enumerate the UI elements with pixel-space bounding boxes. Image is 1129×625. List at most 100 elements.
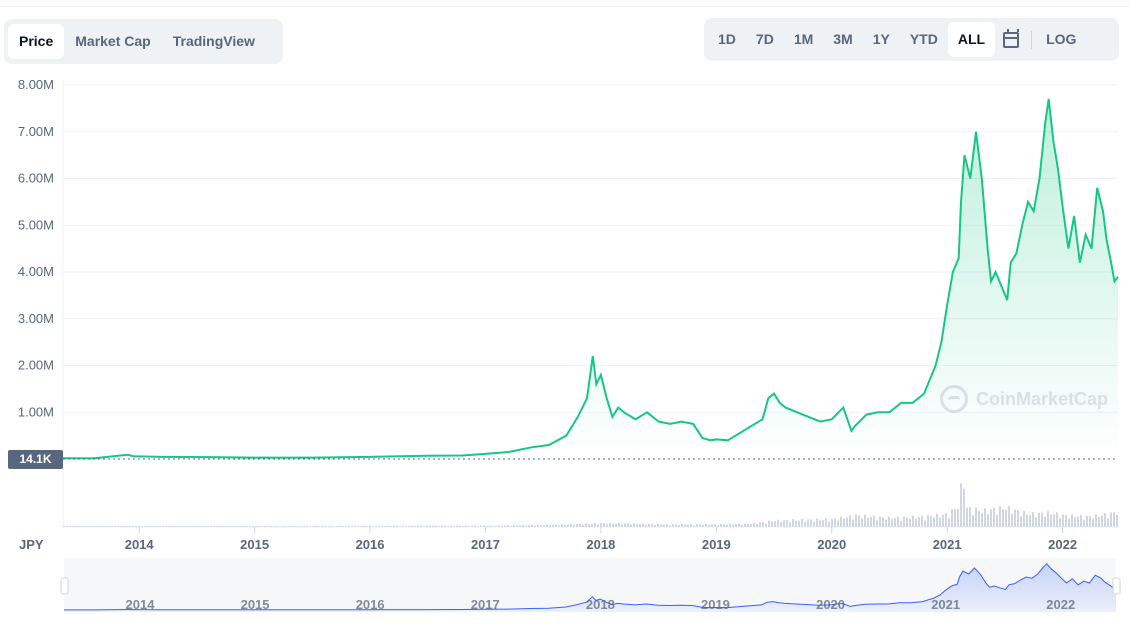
volume-bar: [147, 526, 149, 527]
volume-bar: [138, 526, 140, 527]
volume-bar: [1080, 515, 1082, 527]
watermark: CoinMarketCap: [940, 385, 1108, 413]
volume-bar: [402, 525, 404, 527]
range-1y-button[interactable]: 1Y: [872, 31, 890, 47]
range-1d-button[interactable]: 1D: [718, 31, 736, 47]
volume-bar: [492, 525, 494, 527]
volume-bar: [303, 526, 305, 527]
volume-bar: [696, 524, 698, 527]
volume-bar: [978, 510, 980, 527]
volume-bar: [525, 525, 527, 527]
volume-bar: [555, 524, 557, 527]
range-7d-button[interactable]: 7D: [755, 31, 774, 47]
volume-bar: [981, 512, 983, 527]
calendar-icon[interactable]: [1003, 28, 1020, 48]
volume-bar: [807, 519, 809, 527]
volume-bar: [921, 515, 923, 527]
navigator-area: [64, 563, 1116, 612]
volume-bar: [1038, 512, 1040, 527]
volume-bars: [63, 483, 1118, 527]
navigator-right-handle[interactable]: [1112, 577, 1121, 595]
volume-bar: [639, 524, 641, 527]
volume-bar: [198, 526, 200, 527]
volume-bar: [585, 523, 587, 527]
volume-bar: [558, 525, 560, 527]
volume-bar: [936, 513, 938, 527]
volume-bar: [795, 520, 797, 527]
volume-bar: [564, 524, 566, 527]
volume-bar: [516, 525, 518, 527]
volume-bar: [306, 525, 308, 527]
volume-bar: [360, 525, 362, 527]
volume-bar: [87, 526, 89, 527]
volume-bar: [294, 526, 296, 527]
volume-bar: [66, 526, 68, 527]
volume-bar: [816, 518, 818, 527]
volume-bar: [633, 523, 635, 527]
volume-bar: [270, 526, 272, 527]
range-1m-button[interactable]: 1M: [793, 31, 814, 47]
volume-bar: [693, 525, 695, 527]
range-ytd-button[interactable]: YTD: [909, 31, 938, 47]
volume-bar: [618, 523, 620, 527]
volume-bar: [165, 526, 167, 527]
navigator-tick-label: 2017: [471, 597, 500, 612]
volume-bar: [552, 524, 554, 527]
volume-bar: [1011, 513, 1013, 527]
volume-bar: [72, 526, 74, 527]
volume-bar: [348, 525, 350, 527]
volume-bar: [123, 526, 125, 527]
volume-bar: [732, 524, 734, 527]
volume-bar: [417, 525, 419, 527]
volume-bar: [588, 524, 590, 527]
volume-bar: [78, 526, 80, 527]
volume-bar: [300, 525, 302, 527]
volume-bar: [168, 526, 170, 527]
volume-bar: [723, 524, 725, 527]
volume-bar: [216, 526, 218, 527]
volume-bar: [987, 513, 989, 527]
range-all-button[interactable]: ALL: [947, 22, 996, 57]
volume-bar: [378, 525, 380, 527]
volume-bar: [759, 522, 761, 527]
x-tick-label: 2020: [817, 537, 846, 552]
volume-bar: [960, 483, 962, 527]
volume-bar: [711, 524, 713, 527]
volume-bar: [486, 526, 488, 527]
y-tick-label: 6.00M: [18, 171, 54, 186]
volume-bar: [96, 526, 98, 527]
volume-bar: [372, 525, 374, 527]
volume-bar: [888, 516, 890, 527]
tab-market-cap[interactable]: Market Cap: [75, 33, 151, 49]
volume-bar: [720, 524, 722, 527]
volume-bar: [264, 526, 266, 527]
volume-bar: [339, 525, 341, 527]
range-3m-button[interactable]: 3M: [833, 31, 853, 47]
current-price-badge: 14.1K: [8, 450, 63, 469]
volume-bar: [447, 525, 449, 527]
volume-bar: [993, 507, 995, 527]
volume-bar: [600, 522, 602, 527]
volume-bar: [642, 523, 644, 527]
volume-bar: [669, 525, 671, 527]
volume-bar: [84, 526, 86, 527]
volume-bar: [396, 525, 398, 527]
volume-bar: [627, 523, 629, 527]
volume-bar: [321, 525, 323, 527]
tab-tradingview[interactable]: TradingView: [172, 33, 255, 49]
volume-bar: [666, 524, 668, 527]
volume-bar: [531, 525, 533, 527]
volume-bar: [69, 526, 71, 527]
log-scale-button[interactable]: LOG: [1046, 31, 1077, 47]
volume-bar: [1110, 512, 1112, 527]
volume-bar: [804, 521, 806, 527]
volume-bar: [495, 525, 497, 527]
navigator-left-handle[interactable]: [60, 577, 69, 595]
volume-bar: [63, 526, 65, 527]
volume-bar: [1113, 512, 1115, 527]
tab-price[interactable]: Price: [8, 24, 65, 59]
volume-bar: [933, 517, 935, 527]
volume-bar: [624, 523, 626, 527]
volume-bar: [171, 526, 173, 527]
